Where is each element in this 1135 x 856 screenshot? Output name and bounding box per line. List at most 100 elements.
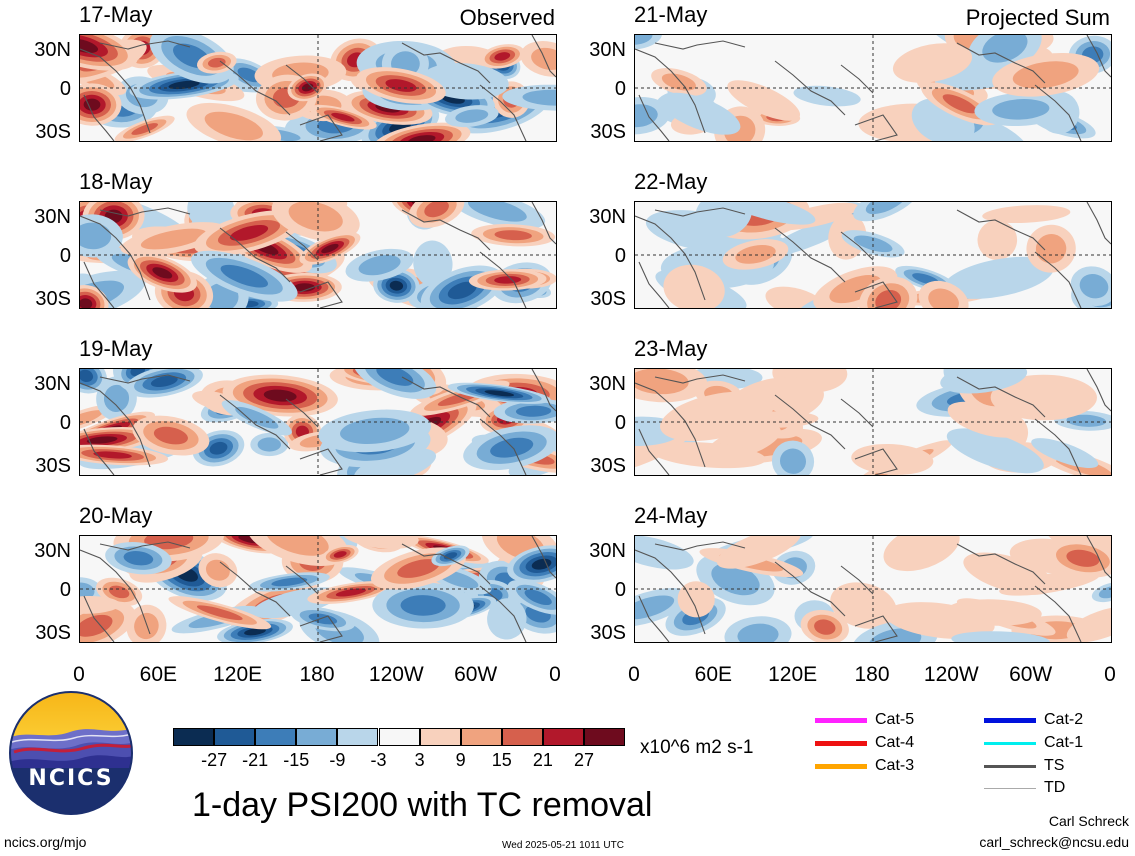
anomaly-contour — [220, 264, 268, 288]
lat-label: 30N — [589, 540, 626, 562]
anomaly-contour — [524, 589, 552, 606]
anomaly-contour — [308, 613, 338, 625]
coastline — [299, 448, 343, 475]
anomaly-contour — [663, 264, 725, 308]
coastline — [635, 382, 706, 468]
lon-label: 180 — [299, 663, 335, 686]
anomaly-contour — [93, 451, 132, 459]
colorbar-tick-label: -9 — [329, 750, 346, 770]
anomaly-contour — [207, 57, 226, 68]
website-link[interactable]: ncics.org/mjo — [4, 834, 87, 850]
coastline — [83, 94, 115, 141]
lat-label: 0 — [614, 412, 626, 434]
coastline — [299, 615, 343, 642]
anomaly-contour — [494, 230, 532, 241]
anomaly-contour — [727, 80, 801, 121]
tc-legend-line — [815, 763, 867, 769]
anomaly-contour — [635, 369, 689, 395]
coastline — [956, 376, 1046, 418]
anomaly-contour — [651, 442, 766, 469]
anomaly-contour — [389, 280, 404, 291]
lat-label: 0 — [614, 245, 626, 267]
coastline — [956, 543, 1046, 585]
lat-label: 30S — [590, 622, 626, 644]
lat-label: 30N — [589, 373, 626, 395]
panel-date-label: 19-May — [79, 336, 153, 361]
anomaly-contour — [660, 92, 741, 135]
coastline — [774, 60, 846, 116]
anomaly-contour — [263, 389, 297, 402]
anomaly-contour — [531, 558, 552, 570]
coastline — [99, 40, 191, 50]
lat-label: 0 — [614, 78, 626, 100]
author-email[interactable]: carl_schreck@ncsu.edu — [979, 834, 1129, 850]
timestamp: Wed 2025-05-21 1011 UTC — [502, 840, 624, 851]
coastline — [531, 536, 556, 579]
anomaly-contour — [187, 202, 235, 231]
anomaly-contour — [490, 437, 534, 458]
colorbar-swatch — [542, 728, 584, 746]
anomaly-contour — [716, 536, 802, 569]
coastline — [99, 207, 191, 217]
panel-date-label: 22-May — [634, 169, 708, 194]
anomaly-contour — [992, 99, 1050, 120]
anomaly-contour — [209, 441, 228, 455]
coastline — [80, 549, 151, 635]
anomaly-contour — [140, 228, 207, 250]
lon-label: 0 — [1104, 663, 1116, 686]
anomaly-contour — [152, 267, 173, 279]
coastline — [285, 565, 319, 595]
anomaly-contour — [829, 275, 882, 304]
anomaly-contour — [945, 599, 1042, 626]
tc-legend-label: TS — [1044, 757, 1065, 774]
anomaly-field — [80, 536, 556, 642]
tc-legend-label: Cat-4 — [875, 734, 915, 751]
tc-legend-label: Cat-5 — [875, 711, 915, 728]
anomaly-contour — [865, 202, 907, 215]
colorbar-swatch — [255, 728, 297, 746]
lat-label: 0 — [59, 579, 71, 601]
anomaly-contour — [487, 598, 527, 640]
anomaly-contour — [982, 35, 1028, 63]
panel-date-label: 20-May — [79, 503, 153, 528]
anomaly-contour — [168, 80, 200, 90]
anomaly-contour — [947, 401, 1022, 438]
lat-label: 0 — [59, 78, 71, 100]
psi-map-panel — [634, 535, 1112, 643]
anomaly-contour — [86, 436, 118, 444]
lon-label: 0 — [549, 663, 561, 686]
anomaly-contour — [83, 98, 101, 111]
lon-label: 180 — [854, 663, 890, 686]
anomaly-contour — [153, 426, 188, 445]
anomaly-contour — [635, 536, 694, 570]
anomaly-contour — [982, 205, 1071, 224]
anomaly-contour — [150, 375, 178, 388]
anomaly-contour — [400, 595, 446, 616]
psi-map-panel — [634, 34, 1112, 142]
coastline — [285, 231, 319, 261]
anomaly-contour — [851, 443, 934, 475]
logo-text: NCICS — [28, 766, 114, 791]
tc-legend-label: Cat-2 — [1044, 711, 1084, 728]
coastline — [1034, 84, 1082, 141]
anomaly-contour — [635, 595, 675, 620]
anomaly-contour — [123, 551, 154, 566]
anomaly-contour — [765, 286, 828, 308]
anomaly-contour — [424, 202, 449, 218]
coastline — [99, 374, 191, 384]
anomaly-contour — [515, 405, 552, 417]
coastline — [1086, 35, 1111, 78]
psi-map-panel — [79, 368, 557, 476]
observed-label: Observed — [459, 5, 555, 30]
coastline — [299, 281, 343, 308]
anomaly-contour — [892, 43, 973, 83]
anomaly-contour — [946, 428, 1044, 474]
coastline — [638, 261, 670, 308]
coastline — [774, 227, 846, 283]
coastline — [654, 541, 746, 551]
coastline — [635, 48, 706, 134]
colorbar-swatch — [419, 728, 461, 746]
coastline — [531, 35, 556, 78]
ncics-logo-graphic — [9, 691, 133, 815]
coastline — [401, 42, 491, 84]
